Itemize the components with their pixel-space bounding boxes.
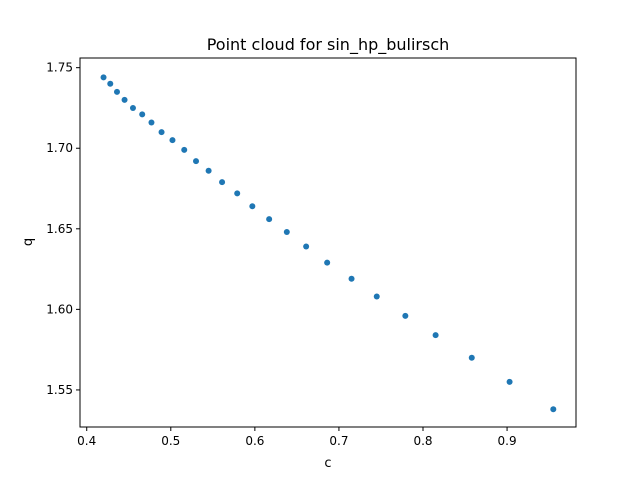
data-point [266, 216, 273, 223]
x-tick-label: 0.6 [245, 434, 264, 448]
data-point [129, 104, 136, 111]
data-point [139, 111, 146, 118]
y-tick-label: 1.75 [46, 61, 73, 75]
data-point [249, 203, 256, 210]
data-point [148, 119, 155, 126]
x-tick-label: 0.5 [161, 434, 180, 448]
data-points [100, 74, 557, 413]
x-tick-label: 0.4 [77, 434, 96, 448]
data-point [303, 243, 310, 250]
y-tick-label: 1.60 [46, 302, 73, 316]
x-tick-label: 0.7 [329, 434, 348, 448]
data-point [432, 332, 439, 339]
data-point [506, 378, 513, 385]
data-point [234, 190, 241, 197]
data-point [468, 354, 475, 361]
x-axis-ticks: 0.4 0.5 0.6 0.7 0.8 0.9 [77, 427, 517, 448]
data-point [113, 88, 120, 95]
data-point [283, 229, 290, 236]
data-point [402, 312, 409, 319]
data-point [193, 158, 200, 165]
y-axis-label: q [21, 238, 36, 246]
data-point [100, 74, 107, 81]
data-point [121, 96, 128, 103]
data-point [324, 259, 331, 266]
y-tick-label: 1.65 [46, 222, 73, 236]
data-point [219, 179, 226, 186]
x-tick-label: 0.9 [498, 434, 517, 448]
y-axis-ticks: 1.55 1.60 1.65 1.70 1.75 [46, 61, 80, 397]
chart-title: Point cloud for sin_hp_bulirsch [207, 35, 450, 55]
data-point [550, 406, 557, 413]
data-point [169, 137, 176, 144]
data-point [348, 275, 355, 282]
x-tick-label: 0.8 [413, 434, 432, 448]
y-tick-label: 1.55 [46, 383, 73, 397]
x-axis-label: c [324, 456, 331, 471]
data-point [107, 80, 114, 87]
data-point [373, 293, 380, 300]
data-point [158, 129, 165, 136]
y-tick-label: 1.70 [46, 141, 73, 155]
data-point [181, 146, 188, 153]
plot-frame [79, 57, 577, 428]
data-point [205, 167, 212, 174]
